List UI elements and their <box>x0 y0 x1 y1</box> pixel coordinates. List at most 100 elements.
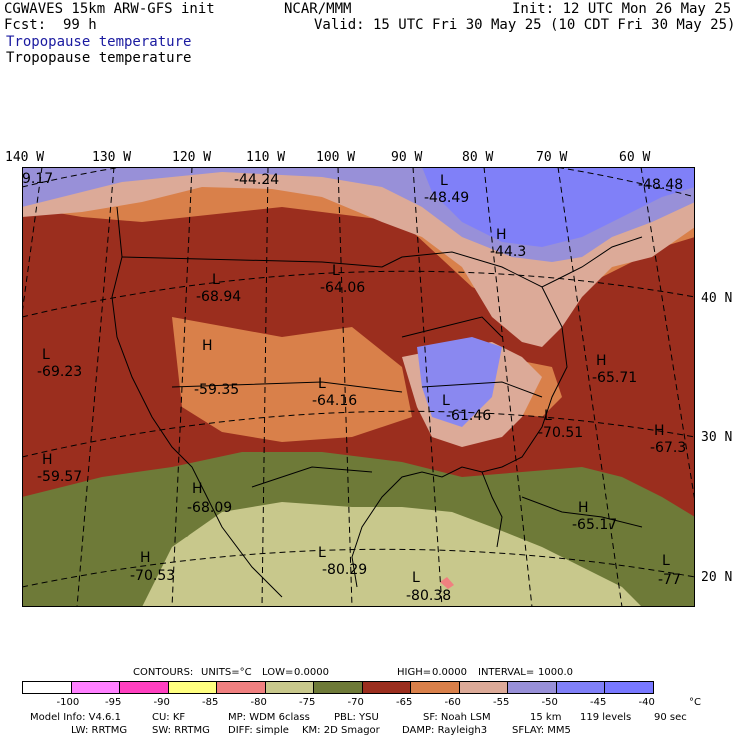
colorbar-tick-label: -65 <box>396 697 413 708</box>
map-label: -61.46 <box>446 408 491 424</box>
colorbar-swatch <box>410 681 460 694</box>
map-letter: H <box>192 481 203 497</box>
lat-label: 40 N <box>701 291 733 306</box>
colorbar-tick-label: -70 <box>347 697 364 708</box>
lon-label: 90 W <box>391 150 423 165</box>
map-label: -80.38 <box>406 588 451 604</box>
colorbar-tick-label: -45 <box>590 697 607 708</box>
map-letter: L <box>662 553 670 569</box>
map-label: -65.17 <box>572 517 617 533</box>
map-letter: H <box>140 550 151 566</box>
band-khaki <box>142 502 642 607</box>
map-letter: H <box>42 452 53 468</box>
map-letter: H <box>596 353 607 369</box>
field-title-blue: Tropopause temperature <box>6 34 192 50</box>
map-label: -48.48 <box>638 177 683 193</box>
colorbar-unit: °C <box>689 697 701 708</box>
band-olive-2 <box>162 487 212 537</box>
model-info-sflay: SFLAY: MM5 <box>512 725 571 736</box>
low-label: LOW= <box>262 667 294 678</box>
colorbar-tick-label: -60 <box>444 697 461 708</box>
forecast-hours: 99 h <box>63 17 97 33</box>
map-label: -70.51 <box>538 425 583 441</box>
colorbar-swatch <box>22 681 72 694</box>
lon-label: 110 W <box>246 150 286 165</box>
map-label: -67.3 <box>650 440 686 456</box>
colorbar-tick-label: -75 <box>299 697 316 708</box>
map-letter: H <box>578 500 589 516</box>
map-label: -64.16 <box>312 393 357 409</box>
colorbar-tick-label: -95 <box>105 697 122 708</box>
colorbar-tick-label: -40 <box>638 697 655 708</box>
colorbar-swatch <box>458 681 508 694</box>
model-info-pbl: PBL: YSU <box>334 712 379 723</box>
colorbar-swatch <box>507 681 557 694</box>
forecast-label: Fcst: <box>4 17 47 33</box>
band-salmon <box>440 577 454 589</box>
valid-time: Valid: 15 UTC Fri 30 May 25 (10 CDT Fri … <box>314 17 736 33</box>
model-info-damp: DAMP: Rayleigh3 <box>402 725 488 736</box>
map-letter: L <box>412 570 420 586</box>
lat-label: 20 N <box>701 570 733 585</box>
colorbar-tick-label: -50 <box>541 697 558 708</box>
colorbar-swatch <box>119 681 169 694</box>
model-info-cu: CU: KF <box>152 712 186 723</box>
map-label: -59.35 <box>194 382 239 398</box>
high-label: HIGH= <box>397 667 432 678</box>
map-letter: L <box>318 376 326 392</box>
map-label: -68.09 <box>187 500 232 516</box>
map-label: -65.71 <box>592 370 637 386</box>
map-label: 9.17 <box>22 171 53 187</box>
contours-label: CONTOURS: <box>133 667 194 678</box>
map-label: -44.24 <box>234 172 279 188</box>
lat-label: 30 N <box>701 430 733 445</box>
lon-label: 100 W <box>316 150 356 165</box>
map-letter: L <box>544 408 552 424</box>
map-letter: H <box>202 338 213 354</box>
interval-label: INTERVAL= <box>478 667 535 678</box>
init-time: Init: 12 UTC Mon 26 May 25 <box>512 1 732 17</box>
low-value: 0.0000 <box>294 667 329 678</box>
units-label: UNITS=°C <box>201 667 252 678</box>
map-label: -44.3 <box>490 244 526 260</box>
map-label: -80.29 <box>322 562 367 578</box>
interval-value: 1000.0 <box>538 667 573 678</box>
colorbar-swatch <box>264 681 314 694</box>
map-label: -64.06 <box>320 280 365 296</box>
map-frame <box>22 167 695 607</box>
map-label: -68.94 <box>196 289 241 305</box>
colorbar-swatch <box>70 681 120 694</box>
model-info-sf: SF: Noah LSM <box>423 712 491 723</box>
map-label: -77 <box>658 572 681 588</box>
colorbar-swatch <box>167 681 217 694</box>
colorbar-tick-label: -85 <box>202 697 219 708</box>
center-label: NCAR/MMM <box>284 1 352 17</box>
tropopause-temperature-map: 9.17 -44.24 L -48.49 -48.48 H -44.3 L -6… <box>22 167 695 607</box>
lon-label: 120 W <box>172 150 212 165</box>
map-letter: L <box>442 393 450 409</box>
model-info-sw: SW: RRTMG <box>152 725 210 736</box>
colorbar-swatch <box>361 681 411 694</box>
model-info-km: KM: 2D Smagor <box>302 725 380 736</box>
model-info-timestep: 90 sec <box>654 712 687 723</box>
map-letter: L <box>42 347 50 363</box>
field-title: Tropopause temperature <box>6 50 192 66</box>
colorbar-swatch <box>313 681 363 694</box>
coastlines <box>111 206 643 598</box>
map-letter: L <box>212 272 220 288</box>
colorbar-swatch <box>604 681 654 694</box>
model-info-version: Model Info: V4.6.1 <box>30 712 121 723</box>
lon-label: 80 W <box>462 150 494 165</box>
lon-label: 70 W <box>536 150 568 165</box>
map-letter: L <box>332 263 340 279</box>
map-label: -69.23 <box>37 364 82 380</box>
lon-label: 140 W <box>5 150 45 165</box>
model-info-mp: MP: WDM 6class <box>228 712 310 723</box>
model-title: CGWAVES 15km ARW-GFS init <box>4 1 215 17</box>
map-letter: H <box>654 423 665 439</box>
model-info-res: 15 km <box>530 712 562 723</box>
band-blue-2 <box>417 337 502 427</box>
map-letter: L <box>318 545 326 561</box>
model-info-levels: 119 levels <box>580 712 632 723</box>
map-label: -48.49 <box>424 190 469 206</box>
